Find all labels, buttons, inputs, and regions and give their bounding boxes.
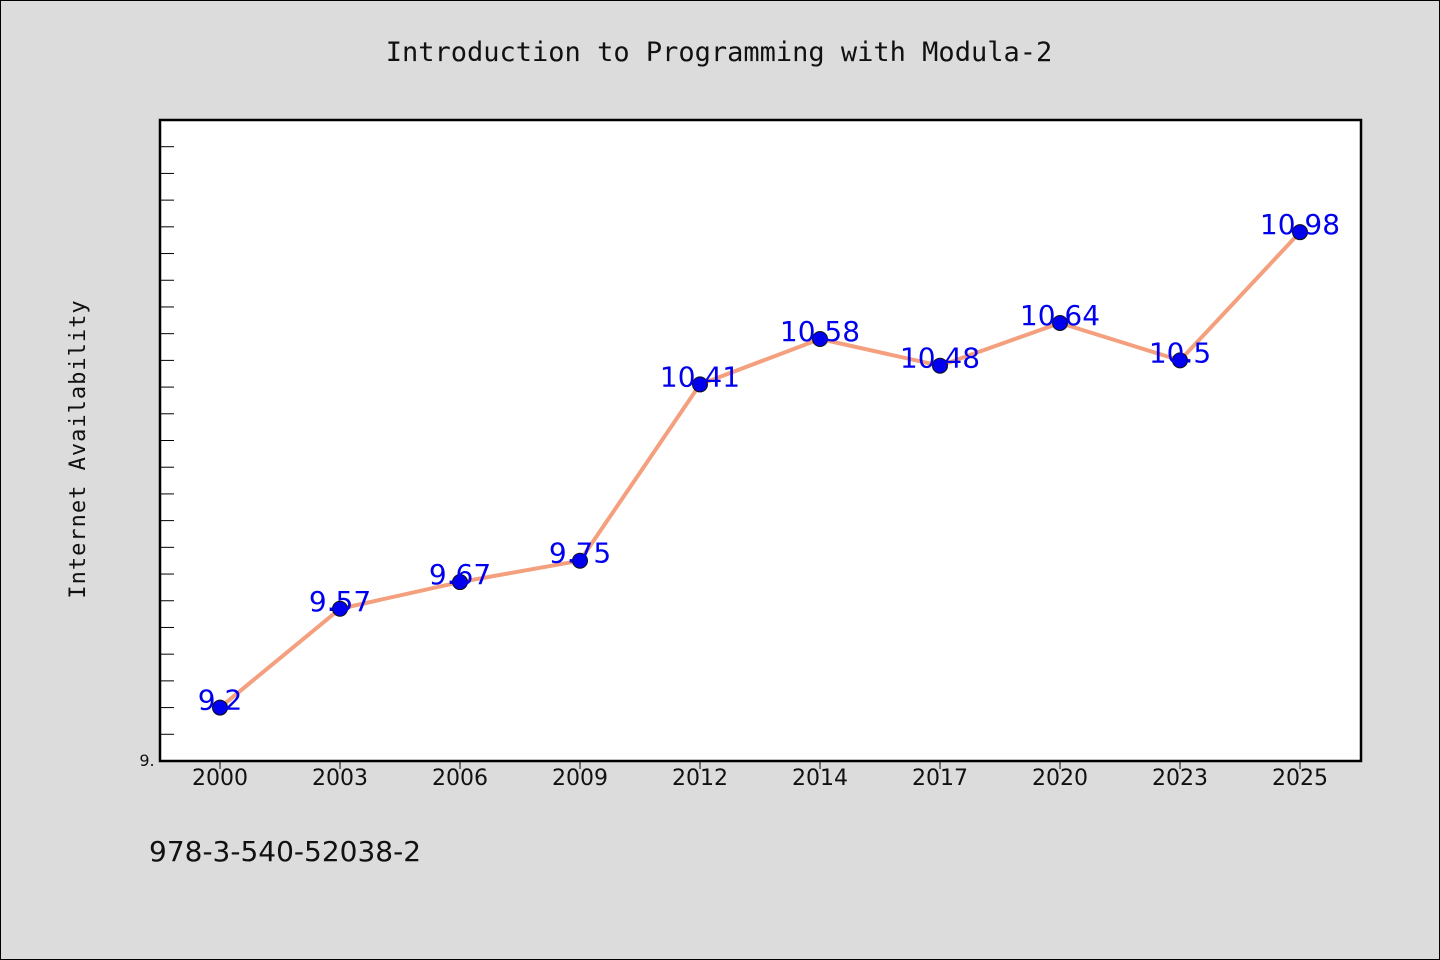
data-point <box>692 376 708 393</box>
data-point <box>1052 314 1068 331</box>
x-tick-label: 2020 <box>1032 766 1088 791</box>
data-label: 10.58 <box>780 315 860 348</box>
data-label: 10.48 <box>900 342 980 375</box>
x-tick-label: 2014 <box>792 766 848 791</box>
x-tick-label: 2023 <box>1152 766 1208 791</box>
x-tick-label: 2012 <box>672 766 728 791</box>
data-label: 10.5 <box>1149 336 1211 369</box>
data-label: 10.98 <box>1260 208 1340 241</box>
data-point <box>212 699 228 716</box>
x-tick-label: 2000 <box>192 766 248 791</box>
data-point <box>332 600 348 617</box>
data-point <box>572 552 588 569</box>
data-label: 9.57 <box>309 585 371 618</box>
x-axis-ticks: 2000 2003 2006 2009 2012 2014 2017 2020 2023 2025 <box>192 761 1328 791</box>
data-label: 10.41 <box>660 360 740 393</box>
chart-title: Introduction to Programming with Modula-… <box>386 37 1052 68</box>
data-point <box>812 331 828 348</box>
isbn-label: 978-3-540-52038-2 <box>149 835 422 868</box>
data-label: 10.64 <box>1020 299 1100 332</box>
x-tick-label: 2006 <box>432 766 488 791</box>
y-axis-label: Internet Availability <box>66 299 91 598</box>
data-label: 9.75 <box>549 537 611 570</box>
data-label: 9.67 <box>429 558 491 591</box>
data-point <box>1292 224 1308 241</box>
data-point <box>452 574 468 591</box>
x-tick-label: 2017 <box>912 766 968 791</box>
series-line <box>218 230 1302 710</box>
data-point <box>932 357 948 374</box>
x-tick-label: 2003 <box>312 766 368 791</box>
x-tick-label: 2009 <box>552 766 608 791</box>
x-tick-label: 2025 <box>1272 766 1328 791</box>
y-axis-ticks: 9. <box>139 146 174 770</box>
data-label: 9.2 <box>198 684 243 717</box>
data-point <box>1172 352 1188 369</box>
series-layer: 9.2 9.57 9.67 9.75 10.41 10.58 10.48 10.64 10.5 1… <box>198 208 1340 716</box>
y-tick-label: 9. <box>139 751 154 770</box>
plot-area <box>158 118 1363 763</box>
